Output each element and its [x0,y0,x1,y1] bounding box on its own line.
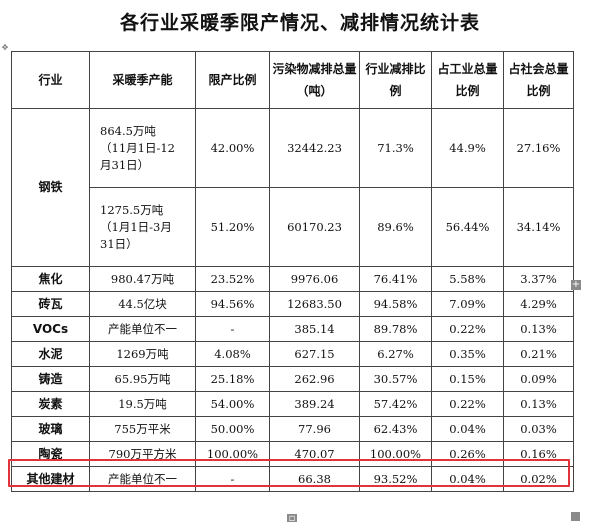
industry-cell: 铸造 [11,366,90,392]
resize-handle-icon[interactable]: ▫ [287,513,297,524]
social-share-cell: 0.09% [503,366,574,392]
limit-cell: 54.00% [195,391,270,417]
industrial-share-cell: 0.22% [431,391,504,417]
ratio-cell: 89.78% [359,316,432,342]
statistics-table: 行业 采暖季产能 限产比例 污染物减排总量（吨） 行业减排比例 占工业总量比例 … [11,51,574,492]
table-title: 各行业采暖季限产情况、减排情况统计表 [119,12,480,34]
social-share-cell: 0.13% [503,316,574,342]
header-limit-ratio: 限产比例 [195,51,270,109]
table-row: 1275.5万吨 （1月1日-3月 31日） 51.20% 60170.23 89.… [12,187,574,267]
ratio-cell: 93.52% [359,466,432,492]
total-cell: 77.96 [269,416,360,442]
industrial-share-cell: 5.58% [431,266,504,292]
industrial-share-cell: 0.22% [431,316,504,342]
table-row: 炭素 19.5万吨 54.00% 389.24 57.42% 0.22% 0.13% [11,391,574,417]
add-row-plus-icon[interactable]: + [571,279,581,290]
total-cell: 627.15 [269,341,360,367]
social-share-cell: 3.37% [503,266,574,292]
total-cell: 470.07 [269,441,360,467]
header-industrial-share: 占工业总量比例 [431,51,504,109]
total-cell: 12683.50 [269,291,360,317]
capacity-cell: 44.5亿块 [89,291,196,317]
capacity-cell: 864.5万吨 （11月1日-12 月31日） [89,108,196,188]
industry-cell: 炭素 [11,391,90,417]
ratio-cell: 57.42% [359,391,432,417]
industry-cell: 水泥 [11,341,90,367]
header-row: 行业 采暖季产能 限产比例 污染物减排总量（吨） 行业减排比例 占工业总量比例 … [11,51,574,109]
limit-cell: 25.18% [195,366,270,392]
total-cell: 32442.23 [269,108,360,188]
limit-cell: 51.20% [195,187,270,267]
table-row: 砖瓦 44.5亿块 94.56% 12683.50 94.58% 7.09% 4.29% [11,291,574,317]
industrial-share-cell: 7.09% [431,291,504,317]
industry-cell: 其他建材 [11,466,90,492]
capacity-cell: 1275.5万吨 （1月1日-3月 31日） [89,187,196,267]
header-industry: 行业 [11,51,90,109]
social-share-cell: 27.16% [503,108,574,188]
industry-cell: VOCs [11,316,90,342]
industrial-share-cell: 44.9% [431,108,504,188]
industry-cell: 玻璃 [11,416,90,442]
limit-cell: 4.08% [195,341,270,367]
ratio-cell: 76.41% [359,266,432,292]
social-share-cell: 0.13% [503,391,574,417]
total-cell: 66.38 [269,466,360,492]
capacity-cell: 65.95万吨 [89,366,196,392]
ratio-cell: 89.6% [359,187,432,267]
limit-cell: - [195,466,270,492]
header-capacity: 采暖季产能 [89,51,196,109]
capacity-cell: 755万平米 [89,416,196,442]
industry-cell: 砖瓦 [11,291,90,317]
table-row: 钢铁 864.5万吨 （11月1日-12 月31日） 42.00% 32442.23… [11,108,574,267]
social-share-cell: 0.03% [503,416,574,442]
ratio-cell: 30.57% [359,366,432,392]
total-cell: 262.96 [269,366,360,392]
social-share-cell: 0.16% [503,441,574,467]
table-row: 玻璃 755万平米 50.00% 77.96 62.43% 0.04% 0.03% [11,416,574,442]
capacity-cell: 产能单位不一 [89,466,196,492]
limit-cell: 94.56% [195,291,270,317]
table-corner-handle-icon[interactable] [571,512,580,521]
header-reduction-total: 污染物减排总量（吨） [269,51,360,109]
table-row: VOCs 产能单位不一 -385.14 89.78% 0.22% 0.13% [11,316,574,342]
header-industry-reduction-ratio: 行业减排比例 [359,51,432,109]
limit-cell: 50.00% [195,416,270,442]
total-cell: 389.24 [269,391,360,417]
ratio-cell: 71.3% [359,108,432,188]
capacity-cell: 790万平方米 [89,441,196,467]
capacity-cell: 980.47万吨 [89,266,196,292]
total-cell: 9976.06 [269,266,360,292]
capacity-cell: 产能单位不一 [89,316,196,342]
industrial-share-cell: 0.04% [431,416,504,442]
total-cell: 385.14 [269,316,360,342]
industrial-share-cell: 56.44% [431,187,504,267]
table-move-handle-icon[interactable]: ✥ [1,43,9,52]
limit-cell: - [195,316,270,342]
table-row: 铸造 65.95万吨 25.18% 262.96 30.57% 0.15% 0.09% [11,366,574,392]
industry-cell: 焦化 [11,266,90,292]
industry-cell: 钢铁 [11,108,90,267]
table-row: 焦化 980.47万吨 23.52% 9976.06 76.41% 5.58% 3.37% [11,266,574,292]
capacity-cell: 19.5万吨 [89,391,196,417]
ratio-cell: 6.27% [359,341,432,367]
table-row: 陶瓷 790万平方米 100.00% 470.07 100.00% 0.26% 0.16% [11,441,574,467]
highlight-box-ceramics [8,459,570,487]
social-share-cell: 0.21% [503,341,574,367]
industrial-share-cell: 0.35% [431,341,504,367]
social-share-cell: 34.14% [503,187,574,267]
ratio-cell: 62.43% [359,416,432,442]
industry-cell: 陶瓷 [11,441,90,467]
ratio-cell: 94.58% [359,291,432,317]
table-row: 水泥 1269万吨 4.08% 627.15 6.27% 0.35% 0.21% [11,341,574,367]
total-cell: 60170.23 [269,187,360,267]
industrial-share-cell: 0.04% [431,466,504,492]
table-row: 其他建材 产能单位不一 -66.38 93.52% 0.04% 0.02% [11,466,574,492]
social-share-cell: 4.29% [503,291,574,317]
limit-cell: 42.00% [195,108,270,188]
limit-cell: 23.52% [195,266,270,292]
industrial-share-cell: 0.15% [431,366,504,392]
social-share-cell: 0.02% [503,466,574,492]
header-social-share: 占社会总量比例 [503,51,574,109]
capacity-cell: 1269万吨 [89,341,196,367]
